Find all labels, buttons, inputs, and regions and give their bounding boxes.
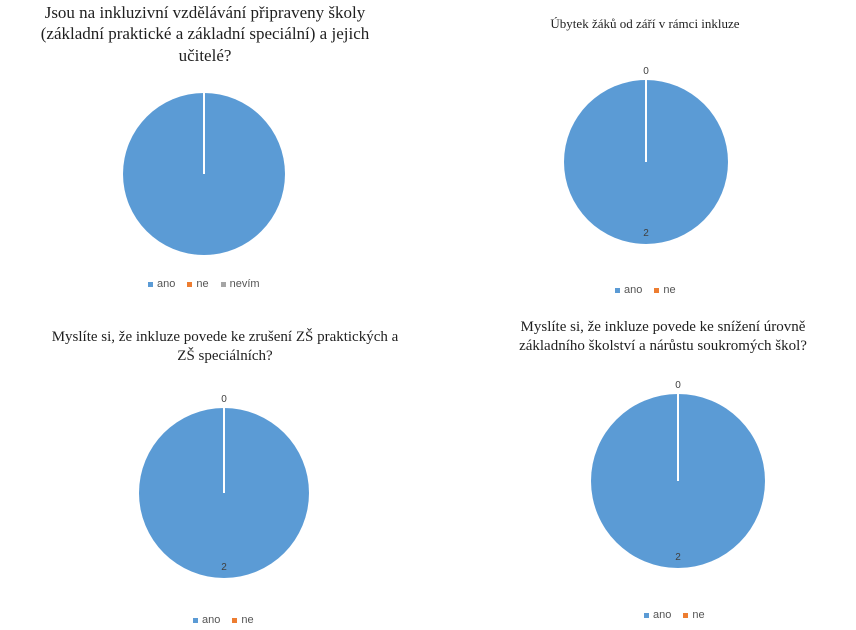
legend-swatch-ano: [644, 612, 649, 618]
legend-1: ano ne nevím: [148, 278, 272, 290]
legend-item-ano: ano: [193, 614, 220, 626]
chart-title-4: Myslíte si, že inkluze povede ke snížení…: [470, 318, 856, 356]
legend-swatch-ano: [193, 617, 198, 623]
chart-title-3-line-2: ZŠ speciálních?: [177, 347, 273, 364]
legend-3: ano ne: [193, 614, 266, 626]
chart-title-1-line-1: Jsou na inkluzivní vzdělávání připraveny…: [44, 3, 366, 22]
legend-swatch-ne: [187, 281, 193, 287]
data-label-ne: 0: [221, 394, 227, 405]
legend-item-nevím: nevím: [220, 278, 260, 290]
legend-item-ano: ano: [148, 278, 175, 290]
legend-swatch-ne: [683, 612, 689, 618]
legend-label-ne: ne: [692, 609, 705, 621]
data-label-ano: 2: [221, 562, 227, 573]
chart-title-1-line-2: (základní praktické a základní speciální…: [40, 24, 370, 44]
legend-label-ano: ano: [157, 278, 176, 290]
legend-item-ano: ano: [644, 609, 671, 621]
legend-swatch-ne: [654, 287, 660, 293]
legend-label-ano: ano: [202, 614, 221, 626]
legend-label-ano: ano: [624, 284, 643, 296]
legend-swatch-ano: [148, 281, 153, 287]
legend-swatch-nevím: [220, 281, 226, 287]
legend-label-ano: ano: [653, 609, 672, 621]
chart-title-1: Jsou na inkluzivní vzdělávání připraveny…: [0, 2, 410, 66]
chart-title-3-line-1: Myslíte si, že inkluze povede ke zrušení…: [51, 329, 399, 345]
data-label-ano: 2: [675, 552, 681, 563]
legend-2: ano ne: [615, 284, 688, 296]
legend-4: ano ne: [644, 609, 717, 621]
legend-label-ne: ne: [241, 614, 254, 626]
legend-label-ne: ne: [663, 284, 676, 296]
chart-title-3: Myslíte si, že inkluze povede ke zrušení…: [0, 328, 450, 366]
chart-title-2-line-1: Úbytek žáků od září v rámci inkluze: [550, 16, 740, 31]
legend-label-nevím: nevím: [229, 278, 260, 290]
legend-item-ne: ne: [683, 609, 705, 621]
legend-item-ne: ne: [232, 614, 254, 626]
data-label-ano: 2: [643, 228, 649, 239]
data-label-ne: 0: [643, 66, 649, 77]
legend-item-ne: ne: [654, 284, 676, 296]
chart-title-4-line-2: základního školství a nárůstu soukromých…: [519, 337, 807, 354]
legend-item-ne: ne: [187, 278, 209, 290]
legend-swatch-ne: [232, 617, 238, 623]
chart-title-1-line-3: učitelé?: [178, 45, 232, 65]
legend-item-ano: ano: [615, 284, 642, 296]
chart-title-2: Úbytek žáků od září v rámci inkluze: [440, 16, 850, 32]
chart-title-4-line-1: Myslíte si, že inkluze povede ke snížení…: [520, 319, 806, 335]
legend-swatch-ano: [615, 287, 620, 293]
legend-label-ne: ne: [196, 278, 209, 290]
data-label-ne: 0: [675, 380, 681, 391]
